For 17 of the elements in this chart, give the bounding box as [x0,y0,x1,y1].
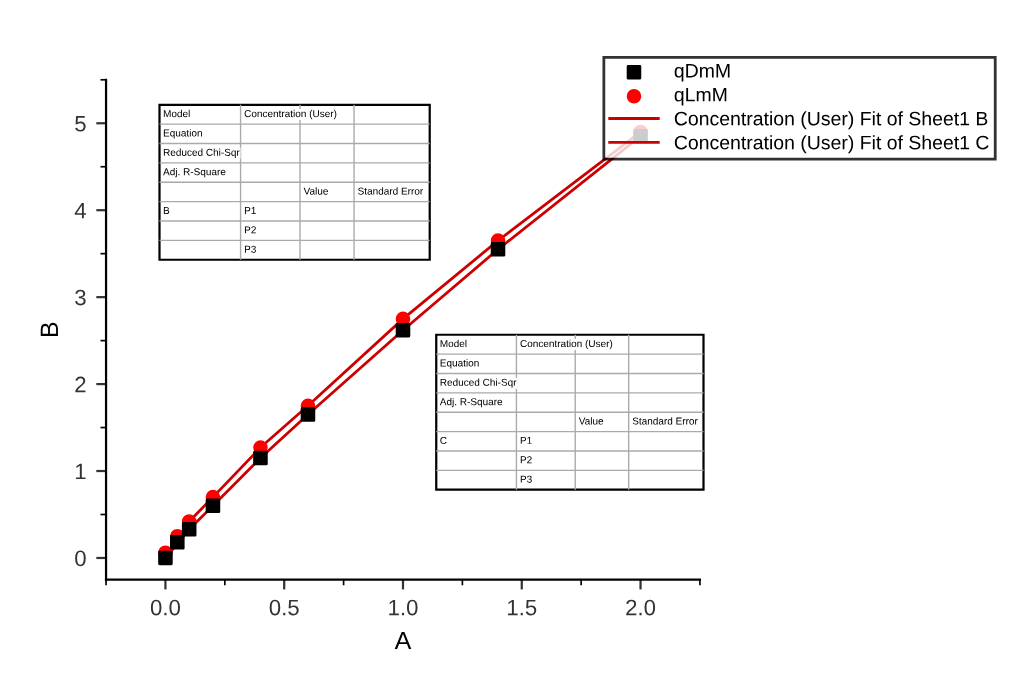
y-tick-label: 0 [75,550,86,567]
x-tick-label: 0.5 [269,599,299,616]
y-tick-label: 5 [75,116,86,132]
y-tick-label: 3 [75,289,86,306]
y-tick-label: 1 [75,463,86,480]
x-axis-title: A [394,631,412,650]
y-tick-label: 2 [75,376,86,393]
legend-label: qDmM [674,64,730,82]
legend-label: Concentration (User) Fit of Sheet1 C [674,135,989,154]
x-tick-label: 2.0 [626,599,656,616]
legend-label: Concentration (User) Fit of Sheet1 B [674,111,988,130]
y-axis-title: B [40,322,58,337]
x-tick-label: 0.0 [150,599,181,616]
legend-label: qLmM [674,87,727,106]
x-tick-label: 1.5 [508,599,537,616]
y-tick-label: 4 [74,202,86,219]
x-tick-label: 1.0 [389,599,418,616]
